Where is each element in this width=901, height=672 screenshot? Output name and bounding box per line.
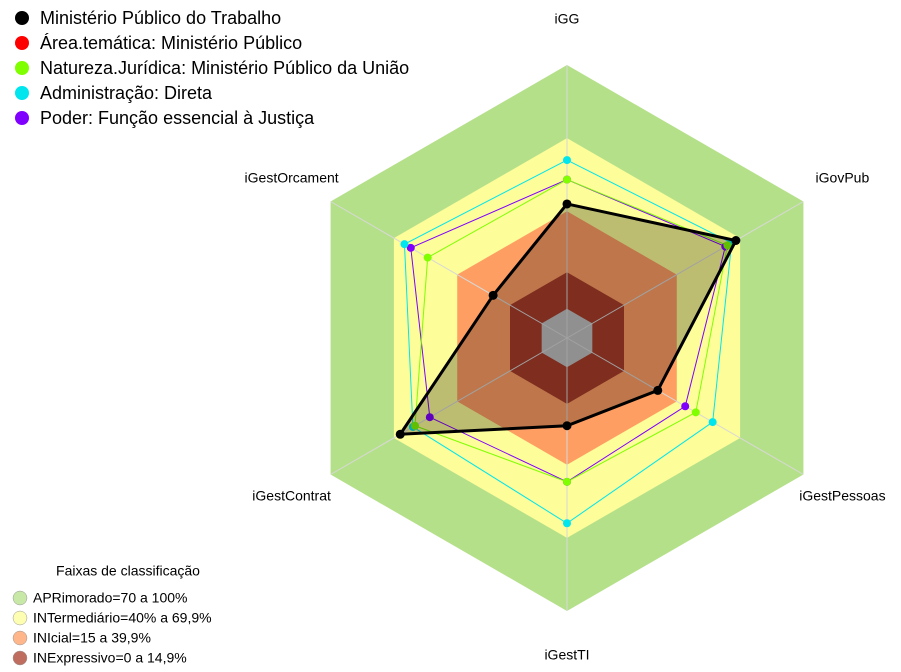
data-point: [425, 413, 434, 422]
band-legend-marker: [12, 590, 28, 606]
band-legend-label: INIcial=15 a 39,9%: [33, 630, 151, 646]
legend-marker: [15, 86, 29, 100]
data-point: [400, 240, 409, 249]
data-point: [731, 236, 741, 245]
band-legend-marker: [12, 610, 28, 626]
band-legend-marker: [12, 630, 28, 646]
band-legend-label: INTermediário=40% a 69,9%: [33, 610, 212, 626]
data-point: [563, 477, 571, 486]
data-point: [653, 385, 663, 395]
legend-marker: [15, 36, 29, 50]
axis-label: iGG: [555, 11, 580, 27]
axis-label: iGovPub: [816, 170, 870, 186]
data-point: [563, 175, 571, 184]
band-legend-label: INExpressivo=0 a 14,9%: [33, 650, 187, 666]
legend-label: Área.temática: Ministério Público: [40, 33, 302, 53]
legend-marker: [15, 61, 29, 75]
data-point: [411, 421, 420, 430]
legend-label: Natureza.Jurídica: Ministério Público da…: [40, 58, 409, 78]
legend-marker: [15, 111, 29, 125]
axis-label: iGestPessoas: [799, 488, 885, 504]
data-point: [563, 519, 571, 528]
data-point: [723, 241, 732, 250]
band-legend-label: APRimorado=70 a 100%: [33, 590, 188, 606]
data-point: [708, 418, 717, 427]
data-point: [488, 290, 498, 300]
data-point: [395, 429, 405, 439]
axis-label: iGestOrcament: [245, 170, 339, 186]
data-point: [562, 199, 572, 209]
band-legend-title: Faixas de classificação: [56, 563, 200, 579]
axis-spoke: [330, 337, 568, 475]
data-point: [563, 156, 571, 165]
band-legend-marker: [12, 650, 28, 666]
axis-spoke: [330, 201, 568, 339]
axis-label: iGestTI: [544, 647, 589, 663]
legend-label: Ministério Público do Trabalho: [40, 8, 281, 28]
data-point: [423, 253, 432, 262]
data-point: [691, 408, 700, 417]
data-point: [681, 402, 690, 411]
axis-spoke: [566, 201, 804, 339]
legend-label: Administração: Direta: [40, 83, 213, 103]
legend-label: Poder: Função essencial à Justiça: [40, 108, 315, 128]
legend-marker: [15, 11, 29, 25]
data-point: [406, 243, 415, 252]
axis-label: iGestContrat: [252, 488, 331, 504]
data-point: [562, 421, 572, 431]
